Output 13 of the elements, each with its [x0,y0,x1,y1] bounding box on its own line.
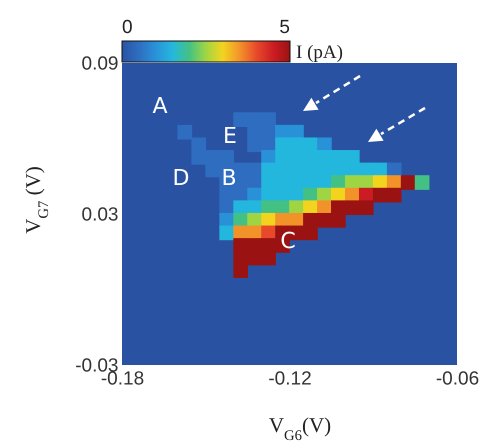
color-bar-title: I (pA) [296,42,343,63]
y-tick-label: 0.03 [82,204,118,226]
y-tick-label: 0.09 [82,54,118,74]
annotation: D [172,166,190,191]
color-bar-label: 5 [279,17,290,38]
x-tick-label: -0.12 [268,368,312,390]
annotation: E [223,124,237,149]
x-axis-title: V$_{G6}$(V) [268,413,332,442]
color-bar-label: 0 [122,17,133,38]
x-tick-label: -0.06 [436,368,480,390]
annotation: B [221,166,237,191]
annotation: C [280,229,296,254]
annotation: A [152,94,168,119]
